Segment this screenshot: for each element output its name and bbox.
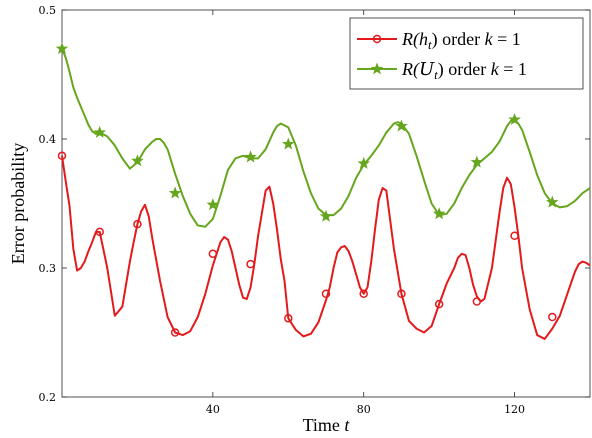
data-point-green (470, 155, 484, 168)
legend: R(ht) order k = 1 R(Ut) order k = 1 (349, 17, 584, 90)
legend-swatch-marker-red (372, 34, 382, 44)
y-axis-label: Error probability (8, 143, 28, 264)
data-point-green (244, 150, 257, 163)
x-axis-label-variable: t (344, 415, 350, 435)
data-point-red (284, 314, 293, 323)
ticks-layer: 40 80 120 0.2 0.3 0.4 0.5 (39, 4, 590, 416)
x-tick-label: 120 (504, 403, 525, 416)
data-point-red (359, 289, 368, 299)
legend-swatch-marker-green (370, 62, 384, 75)
data-point-red (246, 259, 255, 269)
x-axis-label: Time t (303, 415, 351, 435)
data-point-red (397, 289, 406, 299)
data-point-red (57, 151, 67, 161)
series-line-green (61, 48, 591, 228)
data-point-red (321, 289, 331, 299)
series-line-red (61, 155, 591, 340)
x-tick-label: 40 (206, 403, 220, 416)
data-point-green (508, 112, 521, 126)
data-point-green (131, 154, 144, 167)
data-point-green (357, 156, 371, 169)
data-point-green (168, 186, 182, 199)
data-point-green (93, 125, 107, 138)
data-point-red (472, 297, 482, 306)
data-point-green (545, 195, 559, 208)
data-point-red (510, 231, 519, 240)
data-point-red (548, 312, 557, 322)
data-point-green (395, 119, 408, 132)
data-point-green (281, 137, 295, 150)
series-layer (55, 42, 591, 340)
data-point-red (133, 219, 142, 229)
data-point-red (95, 227, 104, 237)
data-point-green (432, 207, 446, 220)
data-point-red (170, 328, 180, 337)
y-tick-label: 0.3 (39, 262, 57, 275)
data-point-green (319, 209, 333, 222)
data-point-red (208, 249, 218, 259)
x-tick-label: 80 (357, 403, 371, 416)
legend-label-red: R(ht) order k = 1 (401, 29, 521, 52)
data-point-red (434, 299, 444, 309)
y-tick-label: 0.5 (39, 4, 57, 17)
y-tick-label: 0.2 (39, 391, 57, 404)
legend-label-green: R(Ut) order k = 1 (401, 59, 527, 82)
x-axis-label-text: Time (303, 415, 345, 435)
legend-box (349, 17, 584, 90)
data-point-green (55, 42, 69, 55)
data-point-green (206, 198, 220, 211)
y-tick-label: 0.4 (39, 133, 57, 146)
